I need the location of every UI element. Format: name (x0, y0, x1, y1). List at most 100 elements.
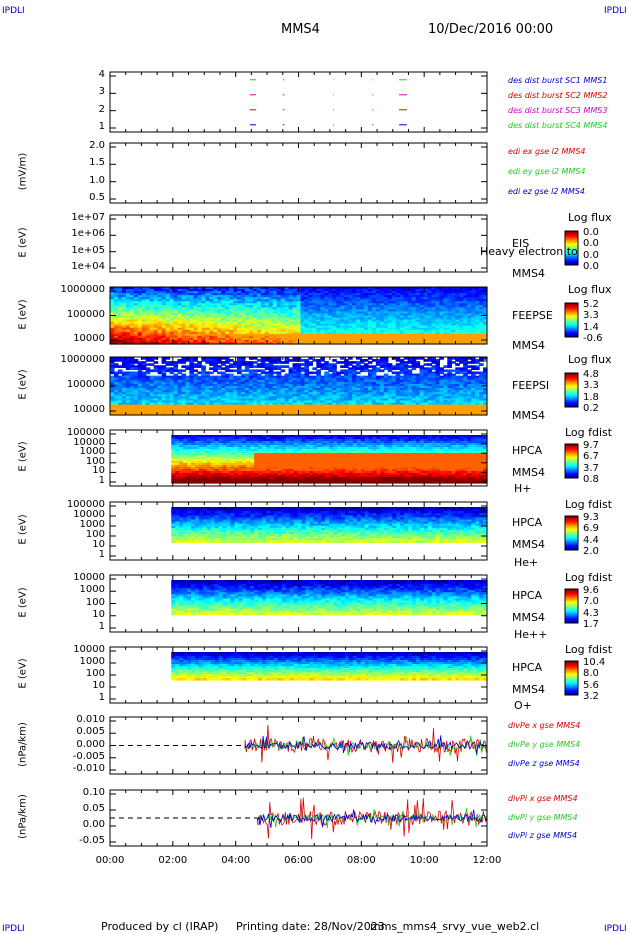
spectrogram-cell-feepsi (165, 400, 171, 404)
spectrogram-cell-feepsi (419, 379, 425, 383)
spectrogram-cell-feepsi (320, 392, 325, 395)
spectrogram-cell-feepsi (153, 400, 159, 404)
spectrogram-cell-feepsi (240, 398, 246, 402)
spectrogram-cell-feepsi (133, 359, 139, 362)
spectrogram-cell-feepsi (447, 363, 452, 366)
spectrogram-cell-feepsi (205, 375, 210, 379)
spectrogram-cell-feepsi (403, 375, 409, 379)
spectrogram-cell-feepsi (395, 357, 401, 360)
spectrogram-cell-feepse (344, 321, 349, 325)
spectrogram-cell-feepse (268, 329, 274, 333)
spectrogram-cell-feepsi (284, 388, 290, 391)
spectrogram-cell-feepsi (229, 383, 234, 387)
spectrogram-cell-feepse (240, 289, 246, 292)
spectrogram-cell-feepsi (252, 377, 258, 381)
spectrogram-cell-feepse (236, 339, 242, 343)
spectrogram-cell-feepsi (360, 396, 365, 400)
spectrogram-cell-feepse (169, 311, 175, 315)
spectrogram-cell-feepsi (217, 371, 222, 375)
spectrogram-cell-feepse (121, 303, 127, 306)
spectrogram-cell-feepse (332, 329, 337, 333)
spectrogram-cell-feepsi (240, 390, 246, 393)
spectrogram-cell-feepse (360, 331, 365, 335)
spectrogram-cell-feepse (137, 321, 143, 325)
spectrogram-cell-feepsi (256, 365, 262, 368)
spectrogram-cell-feepse (467, 301, 472, 304)
spectrogram-cell-feepsi (137, 379, 143, 383)
spectrogram-cell-feepse (137, 309, 143, 313)
spectrogram-cell-feepsi (479, 394, 484, 397)
spectrogram-cell-feepsi (284, 381, 290, 385)
spectrogram-cell-feepse (340, 327, 345, 331)
spectrogram-cell-feepse (447, 291, 452, 294)
spectrogram-cell-feepse (149, 329, 155, 333)
spectrogram-cell-feepsi (193, 375, 198, 379)
spectrogram-cell-feepsi (110, 361, 115, 364)
spectrogram-cell-feepse (328, 337, 333, 341)
spectrogram-cell-feepsi (169, 379, 175, 383)
spectrogram-cell-feepse (125, 303, 131, 306)
spectrogram-cell-feepsi (403, 369, 409, 373)
spectrogram-cell-feepse (185, 299, 190, 302)
spectrogram-cell-feepsi (483, 379, 488, 383)
spectrogram-cell-feepsi (483, 388, 488, 391)
spectrogram-cell-feepse (121, 321, 127, 325)
spectrogram-cell-feepse (467, 317, 472, 321)
spectrogram-cell-feepsi (403, 373, 409, 377)
spectrogram-cell-feepsi (292, 369, 298, 373)
spectrogram-cell-feepse (367, 333, 373, 337)
corner-label-bl: IPDLI (2, 924, 25, 934)
spectrogram-cell-feepse (240, 321, 246, 325)
spectrogram-cell-feepse (193, 313, 198, 317)
spectrogram-cell-feepsi (348, 363, 353, 366)
spectrogram-cell-feepse (459, 303, 464, 306)
spectrogram-cell-feepsi (149, 390, 155, 393)
spectrogram-cell-feepse (121, 327, 127, 331)
spectrogram-cell-feepse (248, 295, 254, 298)
spectrogram-cell-feepsi (205, 390, 210, 393)
spectrogram-cell-feepse (431, 325, 437, 329)
spectrogram-cell-feepse (344, 337, 349, 341)
spectrogram-cell-feepsi (479, 383, 484, 387)
spectrogram-cell-feepse (387, 287, 393, 290)
spectrogram-cell-feepsi (292, 367, 298, 371)
spectrogram-cell-feepse (360, 323, 365, 327)
spectrogram-cell-feepse (276, 309, 282, 313)
spectrogram-cell-feepse (201, 305, 206, 308)
spectrogram-cell-feepse (375, 315, 381, 319)
spectrogram-cell-feepse (328, 331, 333, 335)
spectrogram-cell-feepse (177, 287, 183, 290)
spectrogram-cell-feepse (471, 315, 476, 319)
spectrogram-cell-feepsi (320, 396, 325, 400)
spectrogram-cell-feepsi (149, 359, 155, 362)
spectrogram-cell-feepse (193, 299, 198, 302)
spectrogram-cell-feepse (308, 307, 313, 310)
spectrogram-cell-feepsi (133, 373, 139, 377)
spectrogram-cell-feepse (244, 311, 250, 315)
spectrogram-cell-feepse (419, 323, 425, 327)
panel-feepsi (109, 356, 579, 416)
spectrogram-cell-feepsi (201, 373, 206, 377)
spectrogram-cell-feepse (407, 293, 413, 296)
spectrogram-cell-feepse (157, 305, 163, 308)
spectrogram-cell-feepsi (205, 394, 210, 397)
spectrogram-cell-feepse (113, 317, 119, 321)
spectrogram-cell-feepse (387, 307, 393, 310)
spectrogram-cell-feepse (149, 297, 155, 300)
spectrogram-cell-feepse (455, 337, 460, 341)
spectrogram-cell-feepse (161, 311, 167, 315)
spectrogram-cell-feepsi (221, 373, 226, 377)
spectrogram-cell-feepse (316, 333, 321, 337)
spectrogram-cell-feepse (197, 323, 202, 327)
spectrogram-cell-feepse (157, 291, 163, 294)
spectrogram-cell-feepsi (185, 394, 190, 397)
spectrogram-cell-feepsi (197, 386, 202, 389)
spectrogram-cell-feepsi (348, 396, 353, 400)
spectrogram-cell-feepse (463, 319, 468, 323)
spectrogram-cell-feepsi (383, 379, 389, 383)
spectrogram-cell-feepsi (328, 398, 333, 402)
spectrogram-cell-feepse (336, 341, 341, 345)
spectrogram-cell-feepsi (375, 396, 381, 400)
spectrogram-cell-feepse (367, 319, 373, 323)
spectrogram-cell-feepsi (292, 381, 298, 385)
